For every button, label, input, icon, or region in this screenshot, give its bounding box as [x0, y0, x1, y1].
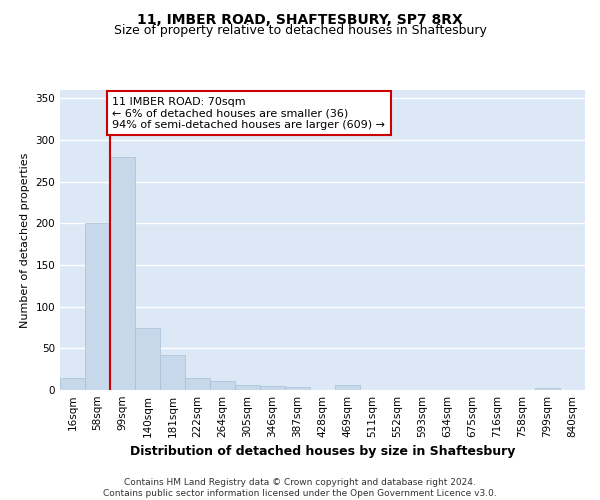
Bar	[210, 381, 235, 390]
Bar	[110, 156, 135, 390]
Text: 11, IMBER ROAD, SHAFTESBURY, SP7 8RX: 11, IMBER ROAD, SHAFTESBURY, SP7 8RX	[137, 12, 463, 26]
Bar	[185, 378, 210, 390]
Y-axis label: Number of detached properties: Number of detached properties	[20, 152, 30, 328]
Bar	[160, 355, 185, 390]
Bar	[60, 378, 85, 390]
Bar	[235, 385, 260, 390]
Bar	[135, 328, 160, 390]
Text: Size of property relative to detached houses in Shaftesbury: Size of property relative to detached ho…	[113, 24, 487, 37]
X-axis label: Distribution of detached houses by size in Shaftesbury: Distribution of detached houses by size …	[130, 446, 515, 458]
Bar	[85, 222, 110, 390]
Text: Contains HM Land Registry data © Crown copyright and database right 2024.
Contai: Contains HM Land Registry data © Crown c…	[103, 478, 497, 498]
Bar	[535, 388, 560, 390]
Text: 11 IMBER ROAD: 70sqm
← 6% of detached houses are smaller (36)
94% of semi-detach: 11 IMBER ROAD: 70sqm ← 6% of detached ho…	[113, 96, 386, 130]
Bar	[335, 385, 360, 390]
Bar	[285, 386, 310, 390]
Bar	[260, 386, 285, 390]
